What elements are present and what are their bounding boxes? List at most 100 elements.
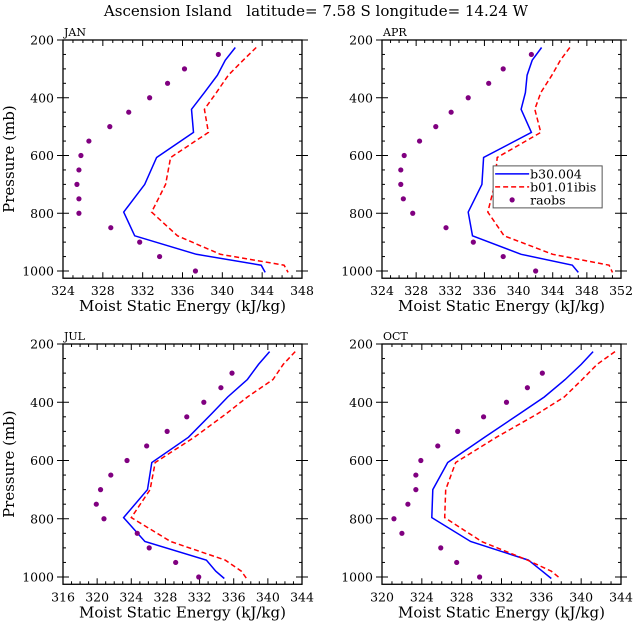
- x-tick-label: 340: [210, 283, 234, 298]
- raobs-point: [108, 472, 114, 478]
- raobs-point: [101, 516, 107, 522]
- y-tick-label: 800: [30, 511, 54, 526]
- x-tick-label: 328: [91, 283, 115, 298]
- panel-jul: JUL 316 320 324 328 332 336 340 344 200 400 600 800 1…: [0, 330, 314, 621]
- raobs-point: [78, 152, 84, 159]
- raobs-point: [173, 559, 179, 566]
- raobs-point: [476, 574, 483, 580]
- panel-apr: APR 324 328 332 336 340 344 348 352 200 400 600 800 1…: [341, 26, 633, 315]
- raobs-point: [524, 385, 530, 391]
- legend-label: b01.01ibis: [530, 179, 596, 194]
- x-tick-label: 324: [410, 589, 434, 604]
- raobs-point: [528, 51, 534, 58]
- panel-label: APR: [382, 26, 407, 39]
- panel-label: JAN: [63, 26, 86, 39]
- series-b30-004-line: [431, 351, 594, 580]
- raobs-point: [438, 545, 444, 551]
- raobs-point: [76, 210, 82, 216]
- y-tick-label: 600: [30, 453, 54, 468]
- raobs-point: [539, 370, 545, 376]
- y-tick-label: 600: [30, 148, 54, 163]
- raobs-point: [500, 66, 506, 72]
- raobs-point: [405, 501, 411, 507]
- x-tick-label: 324: [119, 589, 143, 604]
- x-tick-label: 328: [153, 589, 177, 604]
- x-tick-label: 348: [290, 283, 314, 298]
- y-tick-label: 400: [30, 90, 54, 105]
- panel-oct: OCT 320 324 328 332 336 340 344 200 400 600 800 1000…: [341, 330, 633, 621]
- y-tick-label: 400: [349, 90, 373, 105]
- x-tick-label: 332: [438, 283, 462, 298]
- raobs-point: [503, 399, 510, 405]
- y-tick-label: 1000: [22, 264, 54, 279]
- x-tick-label: 328: [450, 589, 474, 604]
- plot-frame: [381, 39, 622, 279]
- y-axis-label: Pressure (mb): [0, 410, 18, 518]
- y-tick-label: 1000: [341, 264, 373, 279]
- series-raobs: [398, 51, 539, 274]
- raobs-point: [413, 487, 419, 493]
- x-axis-label: Moist Static Energy (kJ/kg): [79, 603, 286, 621]
- raobs-point: [455, 428, 461, 434]
- raobs-point: [410, 210, 416, 216]
- x-tick-label: 332: [131, 283, 155, 298]
- raobs-point: [398, 181, 404, 187]
- raobs-point: [480, 414, 487, 420]
- y-tick-label: 1000: [341, 570, 373, 585]
- series-b01-01ibis-line: [150, 46, 289, 273]
- x-tick-label: 344: [541, 283, 565, 298]
- raobs-point: [229, 370, 235, 376]
- series-b30-004-line: [122, 351, 271, 580]
- plot-frame: [381, 343, 622, 585]
- y-tick-label: 600: [349, 453, 373, 468]
- raobs-point: [164, 80, 171, 86]
- raobs-point: [391, 516, 397, 522]
- x-tick-label: 344: [250, 283, 274, 298]
- raobs-point: [76, 196, 82, 202]
- raobs-point: [218, 385, 224, 391]
- series-raobs: [93, 370, 235, 580]
- legend-label: b30.004: [530, 166, 582, 181]
- raobs-point: [400, 196, 406, 202]
- x-tick-label: 328: [404, 283, 428, 298]
- x-tick-label: 316: [51, 589, 75, 604]
- figure-title: Ascension Island latitude= 7.58 S longit…: [103, 2, 529, 20]
- series-raobs: [74, 51, 221, 274]
- y-tick-label: 800: [30, 206, 54, 221]
- x-axis-label: Moist Static Energy (kJ/kg): [398, 297, 605, 315]
- raobs-point: [108, 225, 114, 231]
- raobs-point: [413, 472, 419, 478]
- series-b01-01ibis-line: [130, 351, 296, 579]
- legend-marker: [509, 197, 515, 203]
- raobs-point: [144, 443, 150, 449]
- raobs-point: [147, 95, 153, 101]
- raobs-point: [435, 443, 441, 449]
- panel-jan: JAN 324 328 332 336 340 344 348 200 400 600 800 1000…: [0, 26, 314, 315]
- y-axis-label: Pressure (mb): [0, 105, 18, 213]
- raobs-point: [448, 109, 454, 115]
- raobs-point: [156, 253, 163, 260]
- raobs-point: [181, 66, 188, 72]
- x-tick-label: 336: [171, 283, 195, 298]
- y-tick-label: 1000: [22, 570, 54, 585]
- raobs-point: [184, 414, 190, 420]
- raobs-point: [398, 167, 404, 173]
- x-tick-label: 348: [575, 283, 599, 298]
- raobs-point: [74, 181, 80, 187]
- raobs-point: [164, 428, 170, 434]
- y-tick-label: 200: [30, 337, 54, 352]
- raobs-point: [443, 225, 449, 231]
- raobs-point: [500, 253, 506, 260]
- y-tick-label: 600: [349, 148, 373, 163]
- y-tick-label: 800: [349, 206, 373, 221]
- y-tick-label: 400: [30, 395, 54, 410]
- x-tick-label: 324: [370, 283, 394, 298]
- panel-label: JUL: [63, 330, 86, 343]
- y-tick-label: 400: [349, 395, 373, 410]
- raobs-point: [134, 530, 140, 536]
- raobs-point: [107, 124, 113, 130]
- raobs-point: [124, 457, 130, 464]
- series-raobs: [391, 370, 545, 580]
- series-b30-004-line: [122, 47, 266, 273]
